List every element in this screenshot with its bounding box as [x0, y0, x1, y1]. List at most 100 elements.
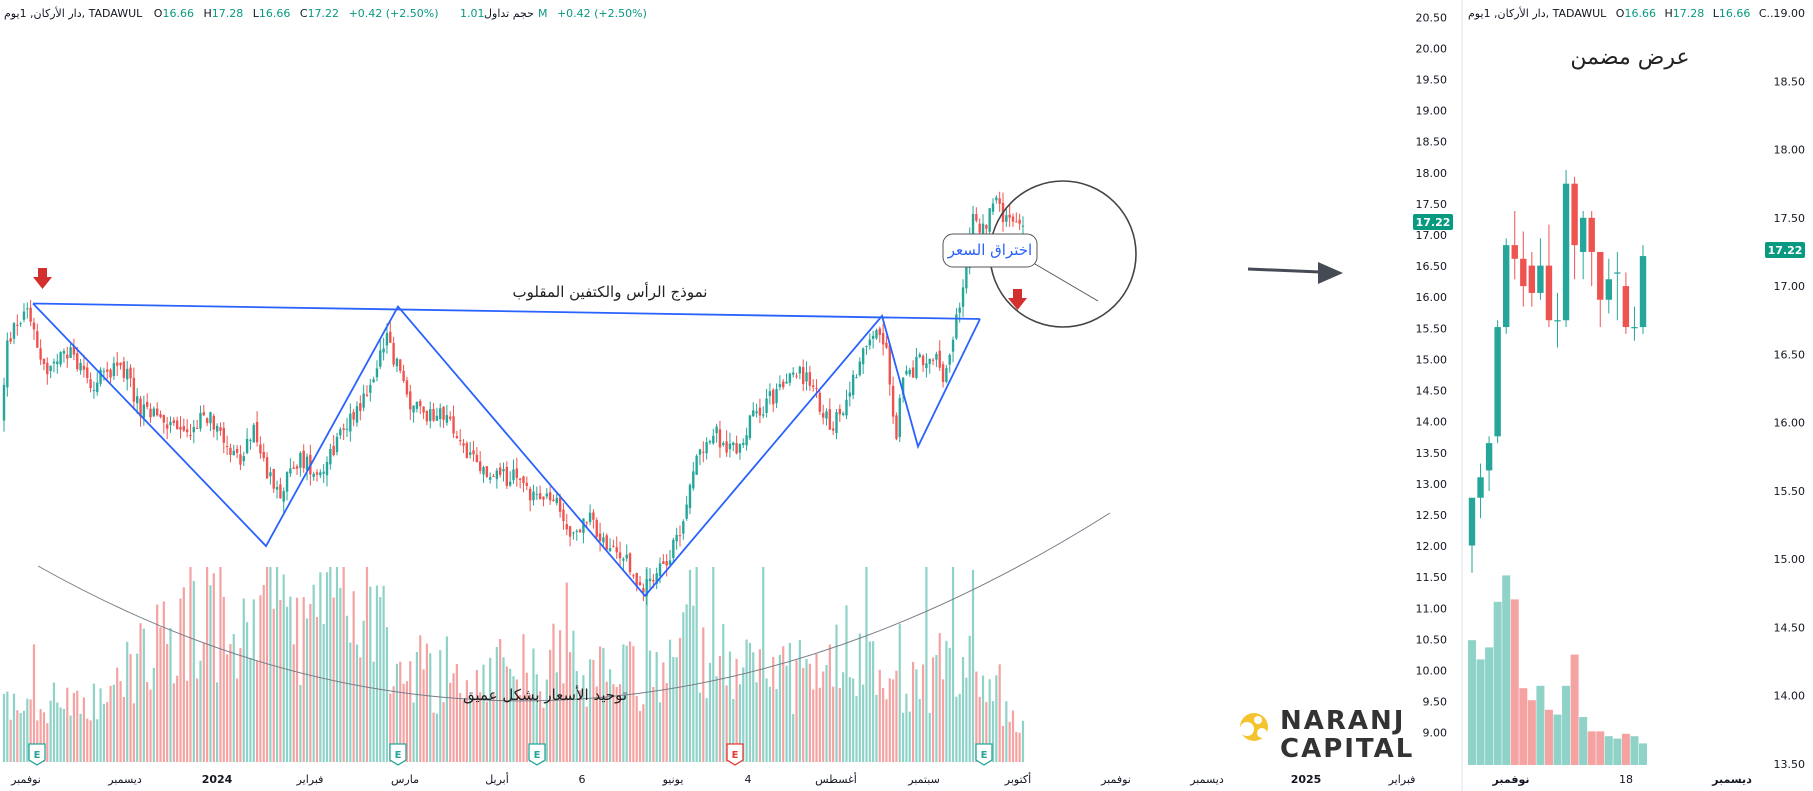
zoom-volume-bars: [1468, 575, 1647, 765]
zoom-volume-bar: [1527, 700, 1536, 765]
candle: [748, 414, 752, 441]
zoom-candle: [1485, 436, 1493, 491]
candle: [252, 422, 255, 443]
candle: [6, 332, 9, 397]
volume-bar: [529, 694, 532, 762]
volume-bar: [812, 689, 815, 762]
volume-bar: [442, 702, 445, 762]
volume-bar: [16, 710, 19, 762]
volume-bar: [702, 627, 705, 762]
candle: [245, 428, 249, 455]
zoom-y-tick-label: 15.00: [1774, 553, 1806, 566]
earnings-marker-icon[interactable]: E: [975, 743, 993, 766]
candle: [538, 485, 542, 500]
candle: [618, 541, 622, 568]
candle: [439, 403, 442, 428]
volume-bar: [116, 667, 119, 762]
zoom-x-tick-label: نوفمبر: [1492, 773, 1530, 786]
candle: [29, 299, 32, 327]
y-tick-label: 10.50: [1416, 633, 1448, 646]
candle: [868, 333, 871, 350]
volume-bar: [648, 650, 652, 762]
volume-bar: [921, 664, 925, 762]
volume-bar: [452, 673, 455, 762]
volume-bar: [212, 573, 215, 762]
zoom-x-axis[interactable]: نوفمبر 18 ديسمبر: [1492, 773, 1753, 786]
volume-bar: [559, 630, 562, 762]
earnings-marker-icon[interactable]: E: [726, 743, 744, 766]
volume-bar: [342, 567, 345, 762]
candle: [199, 405, 202, 432]
volume-bar: [412, 702, 415, 762]
volume-bar: [322, 623, 325, 762]
zoom-volume-bar: [1485, 647, 1494, 765]
candle: [588, 504, 592, 526]
zoom-y-axis[interactable]: 19.00 18.50 18.00 17.50 17.00 16.50 16.00 15.50…: [1774, 7, 1806, 771]
candle: [578, 528, 582, 534]
candle: [99, 367, 102, 387]
candle: [858, 357, 862, 377]
candle: [329, 443, 332, 470]
volume-bar: [815, 654, 818, 762]
zoom-y-tick-label: 19.00: [1774, 7, 1806, 20]
volume-bar: [885, 699, 888, 762]
zoom-volume-bar: [1544, 709, 1553, 765]
volume-bar: [1005, 701, 1008, 762]
earnings-marker-icon[interactable]: E: [389, 743, 407, 766]
candle: [305, 453, 309, 481]
candle: [985, 224, 988, 235]
zoom-candle: [1468, 497, 1476, 573]
main-x-axis[interactable]: نوفمبر ديسمبر 2024 فبراير مارس أبريل 6 يونيو 4 أغ…: [10, 772, 1415, 786]
volume-bar: [948, 647, 951, 762]
volume-bar: [2, 693, 6, 762]
volume-bar: [908, 711, 911, 762]
earnings-marker-icon[interactable]: E: [28, 743, 46, 766]
volume-bar: [6, 691, 9, 762]
candle: [628, 552, 632, 576]
volume-bar: [665, 683, 668, 762]
candle: [242, 451, 245, 467]
candle: [139, 395, 142, 427]
x-tick-label: أغسطس: [815, 772, 857, 786]
volume-bar: [279, 599, 282, 762]
candle: [971, 205, 975, 238]
earnings-marker-icon[interactable]: E: [528, 743, 546, 766]
candle: [911, 360, 915, 379]
candle: [405, 376, 409, 398]
candle: [698, 448, 702, 466]
volume-bar: [685, 604, 688, 762]
volume-bar: [1001, 725, 1005, 762]
candle: [745, 427, 748, 451]
candle: [265, 452, 269, 479]
y-tick-label: 16.50: [1416, 260, 1448, 273]
volume-bar: [938, 633, 941, 762]
candle: [339, 427, 342, 440]
candle: [592, 509, 595, 529]
candle: [545, 488, 548, 500]
volume-bar: [732, 698, 735, 762]
candle: [269, 467, 272, 485]
volume-bar: [199, 660, 202, 762]
volume-bar: [735, 658, 738, 762]
candle: [259, 436, 262, 459]
candle: [322, 464, 325, 483]
candle: [432, 402, 435, 422]
main-y-axis[interactable]: 20.50 20.00 19.50 19.00 18.50 18.00 17.50 17.00…: [1416, 11, 1448, 739]
zoom-volume-bar: [1613, 738, 1622, 765]
volume-bar: [855, 696, 858, 762]
candle: [452, 405, 455, 438]
volume-bar: [572, 630, 575, 762]
volume-bar: [705, 698, 708, 762]
candle: [648, 568, 652, 589]
volume-bar: [985, 702, 988, 762]
volume-bar: [445, 636, 448, 762]
zoom-current-price-label: 17.22: [1765, 242, 1805, 258]
current-price-label: 17.22: [1413, 214, 1453, 230]
volume-bar: [911, 661, 915, 762]
volume-bar: [925, 567, 928, 762]
candle: [632, 573, 635, 579]
zoom-candle: [1571, 176, 1578, 280]
volume-bar: [555, 672, 558, 762]
candle: [645, 568, 648, 606]
candle: [828, 398, 832, 430]
